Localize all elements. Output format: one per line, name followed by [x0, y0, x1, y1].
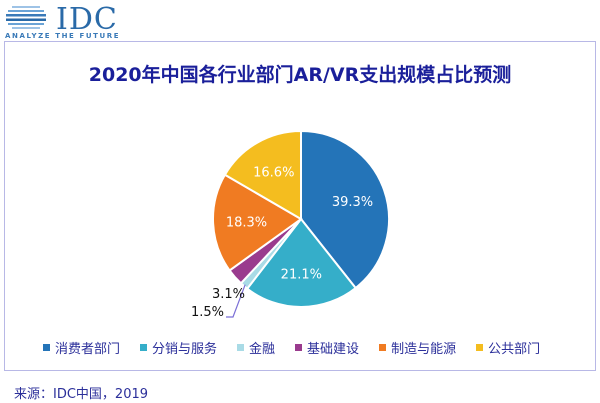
idc-tagline: ANALYZE THE FUTURE: [5, 32, 121, 40]
chart-legend: 消费者部门 分销与服务 金融 基础建设 制造与能源 公共部门: [43, 338, 540, 357]
legend-swatch-icon: [295, 344, 303, 351]
idc-logo-text: IDC: [56, 2, 118, 37]
slice-label: 1.5%: [191, 305, 224, 320]
pie-slice: [212, 173, 303, 272]
pie-slice: [300, 129, 390, 290]
slice-label: 21.1%: [281, 268, 322, 283]
leader-line: [226, 284, 246, 318]
source-note: 来源：IDC中国，2019: [14, 387, 149, 402]
legend-swatch-icon: [379, 344, 387, 351]
idc-globe-icon: [6, 6, 46, 29]
pie-slice: [223, 129, 302, 221]
slice-label: 39.3%: [332, 195, 373, 210]
legend-label: 基础建设: [307, 342, 360, 357]
legend-label: 分销与服务: [152, 342, 218, 357]
legend-item: 消费者部门: [43, 338, 120, 357]
legend-item: 公共部门: [476, 338, 540, 357]
legend-label: 金融: [249, 342, 276, 357]
pie-chart: 39.3% 21.1% 1.5% 3.1% 18.3% 16.6%: [191, 129, 390, 320]
legend-label: 制造与能源: [391, 342, 457, 357]
slice-label: 16.6%: [253, 166, 294, 181]
idc-logo: IDC ANALYZE THE FUTURE: [4, 2, 154, 42]
legend-item: 分销与服务: [140, 338, 217, 357]
slice-label: 18.3%: [226, 216, 267, 231]
legend-label: 消费者部门: [55, 342, 121, 357]
chart-frame: 2020年中国各行业部门AR/VR支出规模占比预测 39.3% 21.1% 1.5%…: [4, 41, 596, 371]
legend-swatch-icon: [43, 344, 50, 351]
chart-title: 2020年中国各行业部门AR/VR支出规模占比预测: [88, 64, 512, 86]
slice-label: 3.1%: [212, 287, 245, 302]
legend-item: 基础建设: [295, 338, 359, 357]
legend-item: 制造与能源: [379, 338, 456, 357]
legend-swatch-icon: [237, 344, 245, 351]
legend-swatch-icon: [140, 344, 148, 351]
legend-label: 公共部门: [488, 342, 541, 357]
legend-item: 金融: [237, 338, 275, 357]
pie-slice: [245, 217, 358, 308]
legend-swatch-icon: [476, 344, 484, 351]
